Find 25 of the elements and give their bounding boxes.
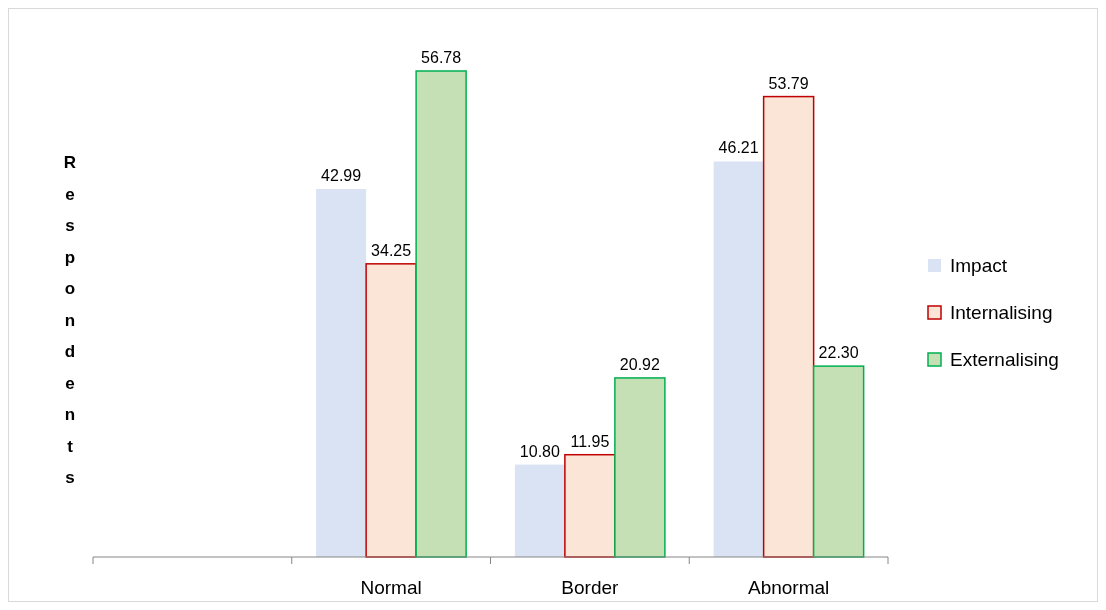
data-label: 53.79 [768, 74, 809, 92]
bar [415, 70, 467, 558]
data-label: 10.80 [519, 442, 560, 460]
x-tick-label: Border [561, 577, 620, 598]
bar [762, 95, 815, 558]
bar [316, 189, 367, 557]
text: Respondents [63, 153, 77, 487]
bar [514, 464, 565, 557]
bar [713, 161, 764, 557]
data-label: 46.21 [718, 139, 759, 157]
data-label: 34.25 [371, 241, 412, 259]
data-label: 11.95 [570, 432, 610, 450]
bar [365, 263, 417, 558]
x-tick-label: Abnormal [747, 577, 830, 598]
legend-label: Externalising [950, 349, 1059, 370]
bar [564, 453, 616, 558]
legend-label: Impact [950, 255, 1008, 276]
data-label: 20.92 [619, 355, 660, 373]
bar [812, 365, 865, 558]
data-label: 56.78 [421, 49, 462, 66]
x-tick-label: Normal [360, 577, 422, 598]
data-label: 22.30 [818, 344, 859, 362]
bar [614, 377, 666, 558]
data-label: 42.99 [321, 167, 362, 185]
legend-label: Internalising [950, 302, 1053, 323]
